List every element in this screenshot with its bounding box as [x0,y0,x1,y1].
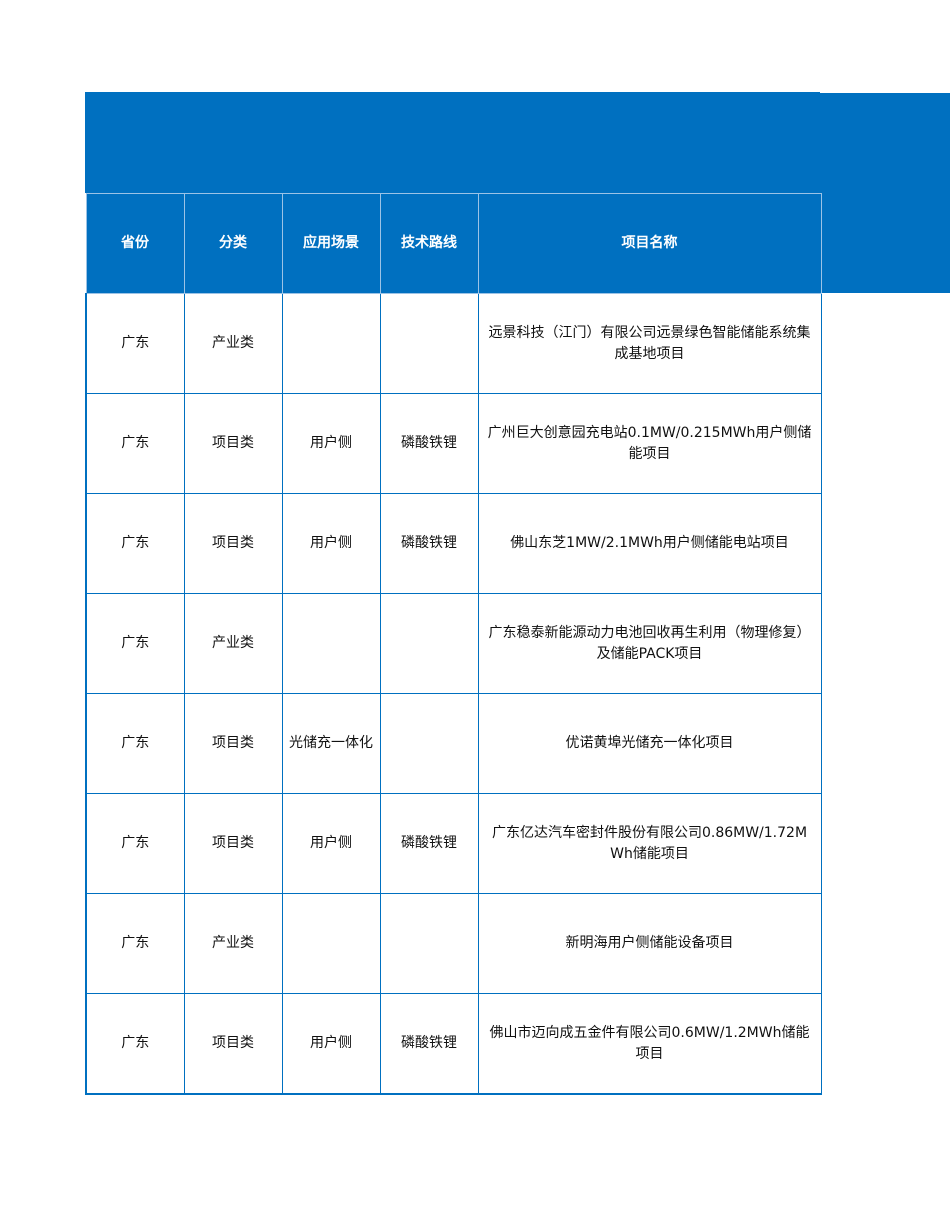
category-cell: 项目类 [183,993,283,1095]
province-cell: 广东 [85,693,185,794]
table-header-row: 省份 分类 应用场景 技术路线 项目名称 [85,193,822,294]
project-name-cell: 佛山东芝1MW/2.1MWh用户侧储能电站项目 [477,493,822,594]
header-category: 分类 [183,193,283,294]
table-row: 广东 项目类 用户侧 磷酸铁锂 佛山东芝1MW/2.1MWh用户侧储能电站项目 [85,493,822,594]
province-cell: 广东 [85,893,185,994]
table-row: 广东 产业类 广东稳泰新能源动力电池回收再生利用（物理修复）及储能PACK项目 [85,593,822,694]
table-row: 广东 项目类 用户侧 磷酸铁锂 佛山市迈向成五金件有限公司0.6MW/1.2MWh储能项… [85,993,822,1095]
project-name-cell: 佛山市迈向成五金件有限公司0.6MW/1.2MWh储能项目 [477,993,822,1095]
project-table: 省份 分类 应用场景 技术路线 项目名称 广东 产业类 远景科技（江门）有限公司远景… [85,193,822,1095]
category-cell: 产业类 [183,893,283,994]
scenario-cell [281,893,381,994]
scenario-cell [281,293,381,394]
tech-cell: 磷酸铁锂 [379,993,479,1095]
project-name-cell: 远景科技（江门）有限公司远景绿色智能储能系统集成基地项目 [477,293,822,394]
table-row: 广东 项目类 用户侧 磷酸铁锂 广东亿达汽车密封件股份有限公司0.86MW/1.72MW… [85,793,822,894]
tech-cell: 磷酸铁锂 [379,793,479,894]
province-cell: 广东 [85,293,185,394]
project-name-cell: 新明海用户侧储能设备项目 [477,893,822,994]
province-cell: 广东 [85,993,185,1095]
tech-cell [379,593,479,694]
tech-cell [379,893,479,994]
tech-cell: 磷酸铁锂 [379,393,479,494]
scenario-cell: 光储充一体化 [281,693,381,794]
table-row: 广东 产业类 新明海用户侧储能设备项目 [85,893,822,994]
header-tech: 技术路线 [379,193,479,294]
category-cell: 产业类 [183,293,283,394]
province-cell: 广东 [85,493,185,594]
category-cell: 产业类 [183,593,283,694]
scenario-cell [281,593,381,694]
province-cell: 广东 [85,593,185,694]
table-row: 广东 项目类 光储充一体化 优诺黄埠光储充一体化项目 [85,693,822,794]
table-row: 广东 项目类 用户侧 磷酸铁锂 广州巨大创意园充电站0.1MW/0.215MWh用户侧储… [85,393,822,494]
project-name-cell: 优诺黄埠光储充一体化项目 [477,693,822,794]
scenario-cell: 用户侧 [281,793,381,894]
project-name-cell: 广州巨大创意园充电站0.1MW/0.215MWh用户侧储能项目 [477,393,822,494]
title-band [85,92,820,193]
tech-cell [379,293,479,394]
header-province: 省份 [85,193,185,294]
project-name-cell: 广东亿达汽车密封件股份有限公司0.86MW/1.72MWh储能项目 [477,793,822,894]
tech-cell: 磷酸铁锂 [379,493,479,594]
tech-cell [379,693,479,794]
scenario-cell: 用户侧 [281,493,381,594]
scenario-cell: 用户侧 [281,393,381,494]
right-header-band [820,93,950,293]
table-row: 广东 产业类 远景科技（江门）有限公司远景绿色智能储能系统集成基地项目 [85,293,822,394]
project-name-cell: 广东稳泰新能源动力电池回收再生利用（物理修复）及储能PACK项目 [477,593,822,694]
category-cell: 项目类 [183,693,283,794]
scenario-cell: 用户侧 [281,993,381,1095]
category-cell: 项目类 [183,493,283,594]
category-cell: 项目类 [183,793,283,894]
province-cell: 广东 [85,393,185,494]
province-cell: 广东 [85,793,185,894]
category-cell: 项目类 [183,393,283,494]
header-project-name: 项目名称 [477,193,822,294]
header-scenario: 应用场景 [281,193,381,294]
